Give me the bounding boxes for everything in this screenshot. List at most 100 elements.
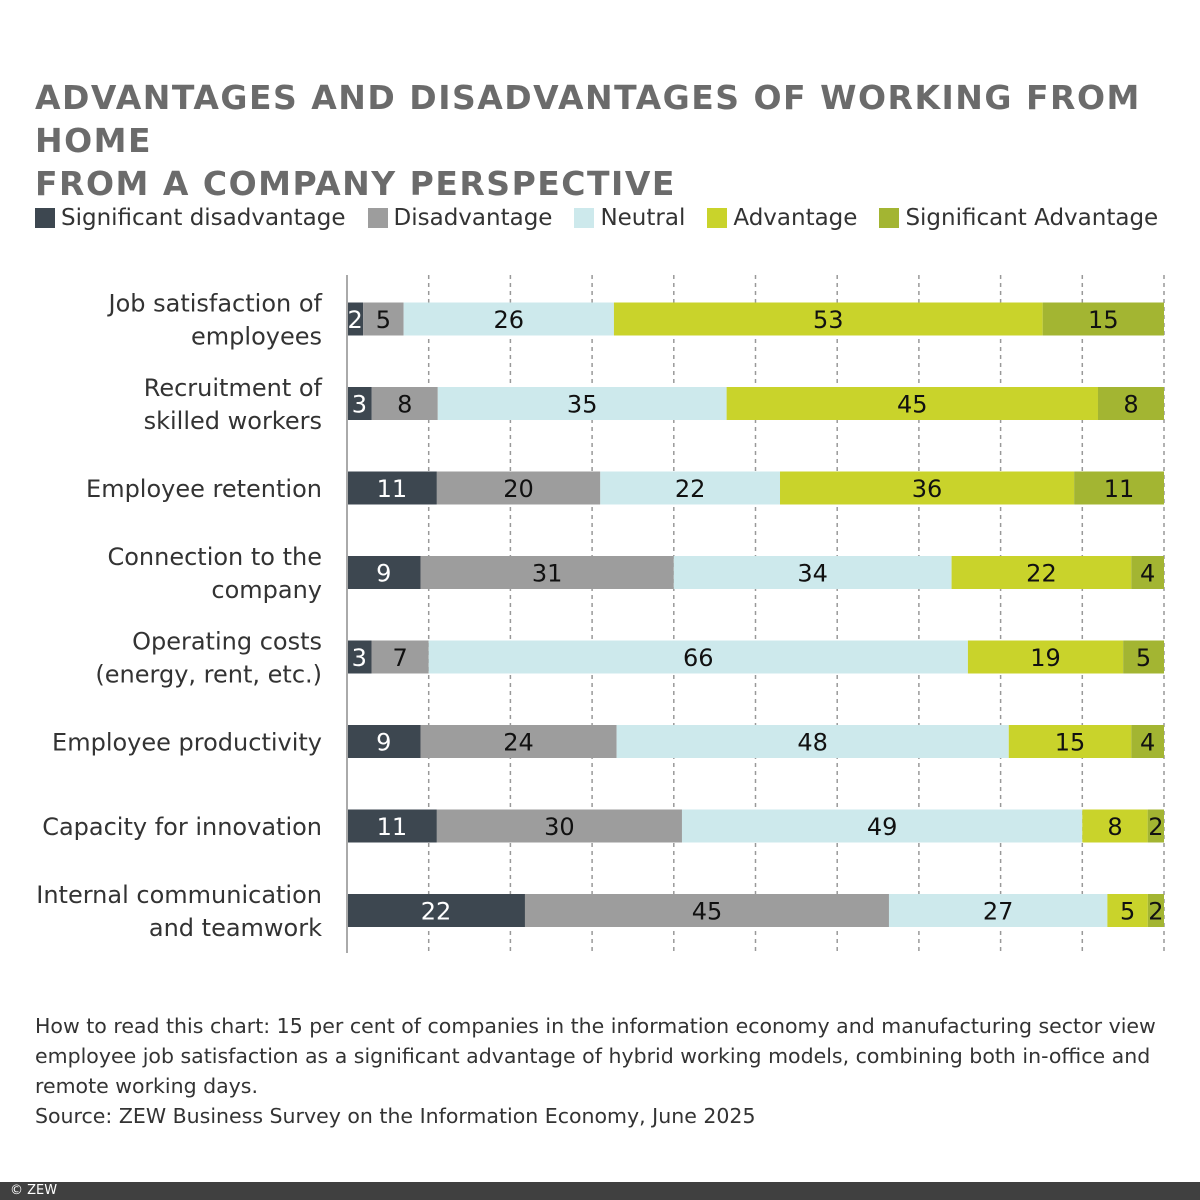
- bar-segment: [1097, 387, 1164, 420]
- legend-item: Significant disadvantage: [35, 205, 346, 231]
- bar-segment: [967, 640, 1124, 674]
- data-label: 15: [1088, 306, 1119, 334]
- copyright: © ZEW: [10, 1183, 58, 1198]
- category-label: Employee productivity: [52, 729, 322, 757]
- data-label: 11: [377, 813, 408, 841]
- title-line-2: FROM A COMPANY PERSPECTIVE: [35, 164, 676, 203]
- bar-segment: [428, 640, 968, 674]
- data-label: 34: [797, 560, 828, 588]
- data-label: 8: [1107, 813, 1122, 841]
- data-label: 5: [376, 306, 391, 334]
- bar-segment: [673, 556, 952, 589]
- bar-segment: [524, 894, 889, 927]
- data-label: 48: [797, 729, 828, 757]
- bar-segment: [1074, 471, 1164, 505]
- data-label: 31: [532, 560, 563, 588]
- bar-segment: [347, 640, 372, 674]
- category-label: Job satisfaction of: [106, 290, 322, 318]
- bar-segment: [681, 809, 1083, 843]
- data-label: 2: [1148, 898, 1163, 926]
- bar-segment: [1131, 725, 1164, 758]
- data-label: 20: [503, 475, 534, 503]
- bar-segment: [371, 387, 438, 420]
- category-label: Employee retention: [86, 475, 322, 503]
- bar-segment: [437, 387, 727, 420]
- data-label: 22: [421, 898, 452, 926]
- data-label: 26: [494, 306, 525, 334]
- title-line-1: ADVANTAGES AND DISADVANTAGES OF WORKING …: [35, 78, 1141, 160]
- data-label: 4: [1140, 560, 1155, 588]
- data-label: 9: [376, 729, 391, 757]
- source: Source: ZEW Business Survey on the Infor…: [35, 1104, 756, 1128]
- category-label: Internal communication: [36, 881, 322, 909]
- bar-segment: [780, 471, 1075, 505]
- bar-segment: [726, 387, 1098, 420]
- bar-segment: [436, 471, 601, 505]
- chart-note: How to read this chart: 15 per cent of c…: [35, 1011, 1175, 1131]
- data-label: 53: [813, 306, 844, 334]
- data-label: 49: [867, 813, 898, 841]
- data-label: 36: [912, 475, 943, 503]
- legend-swatch: [574, 208, 595, 228]
- data-label: 45: [897, 391, 928, 419]
- category-label: Connection to the: [107, 543, 322, 571]
- legend-label: Advantage: [733, 205, 858, 231]
- bar-segment: [1042, 302, 1164, 336]
- data-label: 66: [683, 644, 714, 672]
- bar-segment: [1107, 894, 1148, 927]
- legend-item: Neutral: [574, 205, 685, 231]
- data-label: 5: [1136, 644, 1151, 672]
- bar-segment: [347, 556, 421, 589]
- data-label: 24: [503, 729, 534, 757]
- data-label: 8: [397, 391, 412, 419]
- legend-item: Advantage: [707, 205, 857, 231]
- bar-segment: [616, 725, 1009, 758]
- legend-item: Disadvantage: [367, 205, 553, 231]
- bar-segment: [1147, 809, 1164, 843]
- category-label: employees: [191, 323, 322, 351]
- data-label: 35: [567, 391, 598, 419]
- legend-label: Significant disadvantage: [61, 205, 346, 231]
- bar-segment: [1123, 640, 1164, 674]
- bar-segment: [951, 556, 1132, 589]
- data-label: 3: [352, 391, 367, 419]
- legend-label: Significant Advantage: [905, 205, 1159, 231]
- category-label: Recruitment of: [144, 374, 323, 402]
- legend-swatch: [879, 208, 900, 228]
- bar-segment: [347, 387, 372, 420]
- legend-label: Neutral: [600, 205, 686, 231]
- data-label: 3: [352, 644, 367, 672]
- bar-segment: [1131, 556, 1164, 589]
- data-label: 11: [1104, 475, 1135, 503]
- data-label: 15: [1055, 729, 1086, 757]
- bar-segment: [347, 302, 364, 336]
- legend-swatch: [35, 208, 55, 228]
- bar-segment: [347, 894, 525, 927]
- data-label: 11: [377, 475, 408, 503]
- category-label: (energy, rent, etc.): [95, 661, 322, 689]
- legend-swatch: [367, 208, 388, 228]
- category-label: and teamwork: [149, 914, 322, 942]
- data-label: 22: [1026, 560, 1057, 588]
- bar-segment: [420, 556, 674, 589]
- data-label: 22: [675, 475, 706, 503]
- data-label: 8: [1123, 391, 1138, 419]
- bar-segment: [600, 471, 781, 505]
- legend-label: Disadvantage: [393, 205, 553, 231]
- legend-swatch: [707, 208, 728, 228]
- bar-segment: [1082, 809, 1148, 843]
- bar-segment: [420, 725, 617, 758]
- bar-segment: [347, 471, 437, 505]
- footer: © ZEW: [0, 1182, 1200, 1200]
- chart-title: ADVANTAGES AND DISADVANTAGES OF WORKING …: [35, 76, 1200, 205]
- bar-segment: [363, 302, 404, 336]
- legend-item: Significant Advantage: [879, 205, 1158, 231]
- category-label: company: [211, 576, 322, 604]
- bar-segment: [347, 809, 437, 843]
- how-to-read: How to read this chart: 15 per cent of c…: [35, 1014, 1156, 1098]
- category-label: Capacity for innovation: [42, 813, 322, 841]
- data-label: 45: [692, 898, 723, 926]
- data-label: 2: [1148, 813, 1163, 841]
- data-label: 2: [347, 306, 362, 334]
